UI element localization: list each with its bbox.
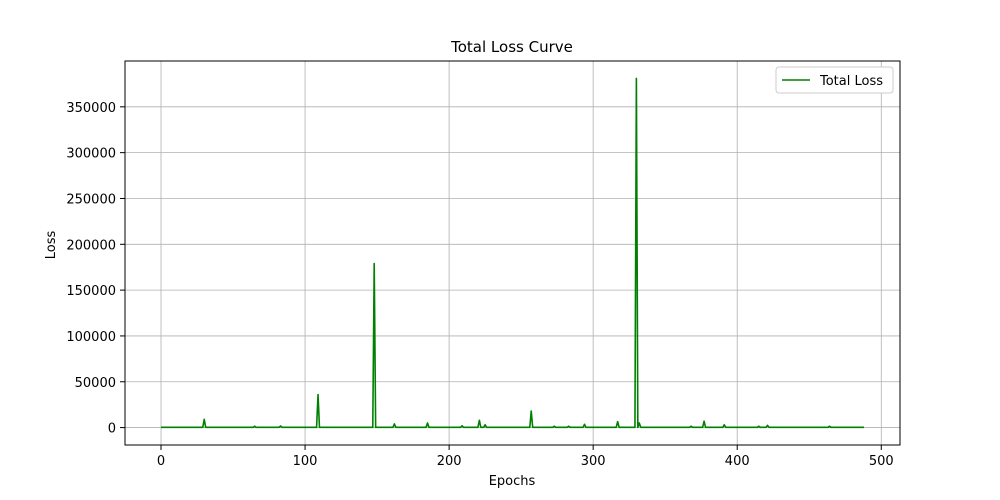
x-tick-label: 100 [293, 454, 318, 469]
y-tick-label: 300000 [66, 147, 116, 162]
x-tick-label: 0 [157, 454, 165, 469]
y-tick-label: 250000 [66, 192, 116, 207]
x-axis-label: Epochs [489, 474, 536, 489]
axes-frame [124, 60, 901, 446]
y-tick-label: 0 [108, 422, 116, 437]
y-tick-label: 350000 [66, 101, 116, 116]
legend: Total Loss [775, 66, 894, 94]
legend-box [775, 66, 894, 94]
x-tick-label: 500 [869, 454, 894, 469]
y-tick-label: 150000 [66, 284, 116, 299]
y-axis-label: Loss [44, 231, 59, 260]
y-tick-label: 200000 [66, 238, 116, 253]
x-tick-label: 300 [581, 454, 606, 469]
y-tick-label: 50000 [75, 376, 116, 391]
chart-title: Total Loss Curve [450, 38, 573, 56]
x-tick-label: 200 [437, 454, 462, 469]
x-tick-label: 400 [725, 454, 750, 469]
total-loss-series-line [161, 77, 864, 429]
legend-label-total-loss: Total Loss [819, 74, 883, 89]
y-tick-label: 100000 [66, 330, 116, 345]
x-axis-ticks: 0 100 200 300 400 500 [157, 445, 894, 469]
y-axis-ticks: 0 50000 100000 150000 200000 250000 300000 3500… [66, 101, 125, 437]
grid-lines [125, 61, 900, 445]
